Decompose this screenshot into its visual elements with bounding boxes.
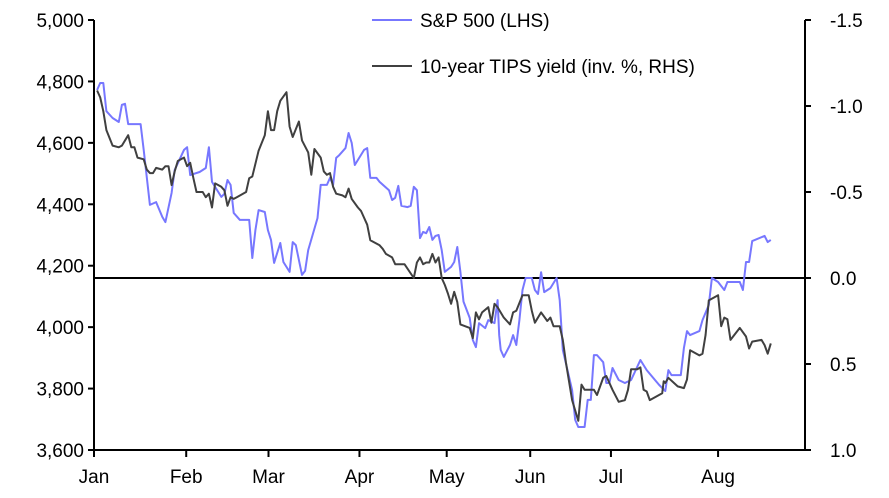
right-tick-label: -0.5: [830, 183, 863, 204]
right-tick-label: 1.0: [830, 441, 856, 462]
series-line-sp500: [96, 82, 772, 428]
right-tick-label: 0.5: [830, 355, 856, 376]
left-tick-label: 4,000: [36, 318, 84, 339]
x-tick-label: Feb: [170, 467, 203, 488]
x-tick-label: Aug: [701, 467, 735, 488]
series-line-tips-yield: [96, 90, 772, 422]
left-tick-label: 3,600: [36, 441, 84, 462]
x-tick-label: Mar: [252, 467, 285, 488]
legend: S&P 500 (LHS) 10-year TIPS yield (inv. %…: [372, 11, 695, 78]
left-tick-label: 4,800: [36, 72, 84, 93]
x-tick-label: Jan: [79, 467, 110, 488]
left-tick-label: 5,000: [36, 11, 84, 32]
x-tick-label: Jun: [515, 467, 546, 488]
left-tick-label: 4,200: [36, 257, 84, 278]
right-tick-label: -1.5: [830, 11, 863, 32]
x-tick-label: May: [429, 467, 465, 488]
right-tick-label: 0.0: [830, 269, 856, 290]
x-tick-label: Jul: [599, 467, 623, 488]
x-tick-label: Apr: [345, 467, 375, 488]
legend-label-sp500: S&P 500 (LHS): [420, 11, 550, 32]
left-tick-label: 3,800: [36, 380, 84, 401]
left-tick-label: 4,600: [36, 134, 84, 155]
legend-label-tips: 10-year TIPS yield (inv. %, RHS): [420, 57, 695, 78]
left-tick-label: 4,400: [36, 195, 84, 216]
right-tick-label: -1.0: [830, 97, 863, 118]
